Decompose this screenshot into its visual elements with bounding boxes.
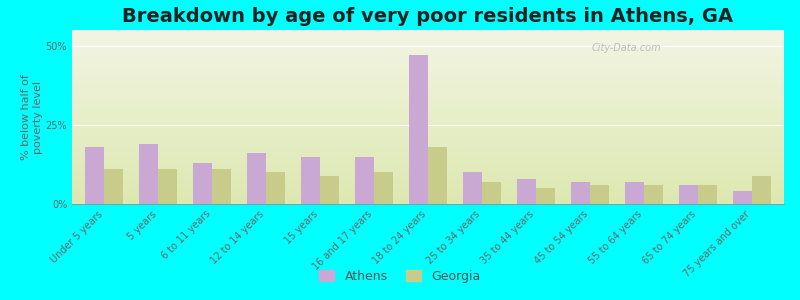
Bar xyxy=(752,176,770,204)
Bar xyxy=(644,185,662,204)
Bar xyxy=(212,169,231,204)
Bar xyxy=(571,182,590,204)
Bar xyxy=(409,55,428,204)
Bar xyxy=(194,163,212,204)
Legend: Athens, Georgia: Athens, Georgia xyxy=(314,265,486,288)
Bar xyxy=(679,185,698,204)
Bar xyxy=(139,144,158,204)
Bar xyxy=(320,176,339,204)
Bar xyxy=(517,179,536,204)
Bar xyxy=(374,172,393,204)
Bar xyxy=(733,191,752,204)
Bar xyxy=(428,147,447,204)
Bar xyxy=(536,188,554,204)
Bar xyxy=(158,169,177,204)
Bar xyxy=(355,157,374,204)
Bar xyxy=(86,147,104,204)
Bar xyxy=(482,182,501,204)
Y-axis label: % below half of
poverty level: % below half of poverty level xyxy=(21,74,42,160)
Bar xyxy=(463,172,482,204)
Bar xyxy=(590,185,609,204)
Text: City-Data.com: City-Data.com xyxy=(592,43,662,53)
Bar xyxy=(698,185,717,204)
Title: Breakdown by age of very poor residents in Athens, GA: Breakdown by age of very poor residents … xyxy=(122,7,734,26)
Bar xyxy=(266,172,285,204)
Bar xyxy=(104,169,123,204)
Bar xyxy=(247,153,266,204)
Bar xyxy=(302,157,320,204)
Bar xyxy=(625,182,644,204)
